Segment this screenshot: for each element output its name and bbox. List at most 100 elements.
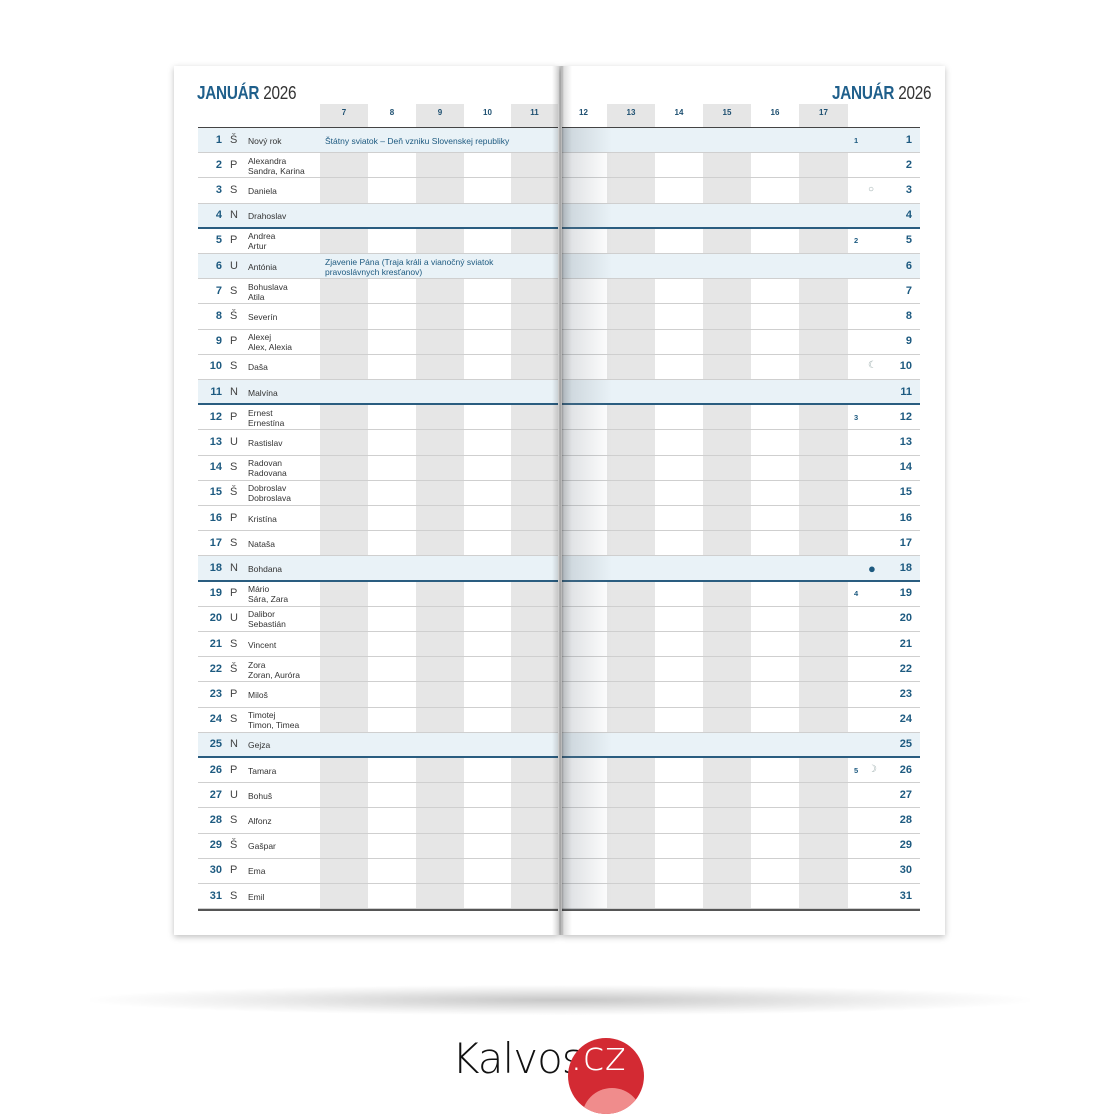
day-row[interactable] (198, 632, 558, 658)
nameday: Rastislav (248, 438, 283, 448)
day-row[interactable] (198, 304, 558, 330)
weekday-letter: S (230, 814, 238, 826)
day-row[interactable] (198, 279, 558, 305)
nameday: Alfonz (248, 816, 272, 826)
day-row[interactable] (198, 405, 558, 431)
day-number: 11 (210, 385, 222, 398)
day-number-right: 3 (905, 184, 912, 196)
day-row[interactable] (198, 128, 558, 154)
day-row[interactable] (562, 153, 920, 179)
day-row[interactable] (562, 808, 920, 834)
day-number: 31 (209, 889, 222, 902)
nameday: Gašpar (248, 841, 276, 852)
day-row[interactable] (562, 783, 920, 809)
day-row[interactable] (562, 254, 920, 280)
day-row[interactable] (198, 531, 558, 557)
day-row[interactable] (562, 556, 920, 582)
weekday-letter: Š (230, 133, 238, 146)
weekday-letter: Š (230, 662, 238, 675)
day-number-right: 22 (899, 662, 912, 675)
day-number-right: 31 (899, 889, 912, 902)
year: 2026 (263, 83, 297, 103)
day-row[interactable] (562, 355, 920, 380)
day-row[interactable] (198, 582, 558, 607)
day-row[interactable] (198, 657, 558, 683)
day-row[interactable] (562, 582, 920, 607)
day-row[interactable] (198, 556, 558, 582)
nameday: Severín (248, 312, 278, 322)
nameday: Dobroslav Dobroslava (248, 483, 291, 504)
day-number-right: 24 (899, 713, 912, 726)
day-row[interactable] (562, 279, 920, 305)
hour-header: 11 (530, 108, 539, 117)
day-row[interactable] (562, 330, 920, 355)
day-row[interactable] (198, 607, 558, 632)
day-row[interactable] (198, 808, 558, 834)
week-number: 5 (854, 765, 859, 775)
day-row[interactable] (562, 203, 920, 229)
day-row[interactable] (198, 254, 558, 280)
day-number-right: 15 (899, 486, 912, 499)
day-row[interactable] (198, 153, 558, 179)
day-number-right: 12 (899, 410, 912, 423)
day-row[interactable] (562, 682, 920, 708)
day-row[interactable] (562, 304, 920, 330)
day-number-right: 4 (905, 209, 912, 222)
weekday-letter: S (230, 637, 238, 650)
nameday: Drahoslav (248, 211, 287, 222)
day-row[interactable] (562, 178, 920, 204)
day-row[interactable] (562, 380, 920, 406)
moon-phase-icon: ☾ (868, 360, 877, 372)
day-row[interactable] (562, 128, 920, 154)
day-row[interactable] (198, 506, 558, 532)
day-row[interactable] (198, 481, 558, 506)
day-row[interactable] (198, 732, 558, 758)
day-row[interactable] (562, 229, 920, 254)
day-row[interactable] (198, 456, 558, 481)
day-row[interactable] (198, 708, 558, 733)
day-row[interactable] (562, 758, 920, 784)
weekday-letter: N (230, 385, 238, 398)
day-row[interactable] (198, 380, 558, 406)
day-row[interactable] (562, 506, 920, 532)
day-row[interactable] (198, 758, 558, 784)
day-row[interactable] (562, 632, 920, 658)
day-number: 1 (215, 133, 222, 146)
day-row[interactable] (198, 682, 558, 708)
bottom-rule (198, 909, 558, 911)
kalvos-logo[interactable]: Kalvos .cz (452, 1030, 652, 1114)
day-row[interactable] (562, 456, 920, 481)
day-number-right: 9 (905, 335, 912, 348)
day-row[interactable] (198, 430, 558, 456)
hour-column-stripe (607, 104, 655, 910)
weekday-letter: P (230, 587, 238, 600)
weekday-letter: P (230, 688, 238, 700)
day-row[interactable] (562, 834, 920, 859)
day-row[interactable] (198, 203, 558, 229)
day-number-right: 30 (899, 864, 912, 877)
nameday: Daša (248, 362, 268, 373)
day-row[interactable] (562, 405, 920, 431)
day-row[interactable] (562, 607, 920, 632)
day-row[interactable] (562, 732, 920, 758)
day-row[interactable] (562, 430, 920, 456)
day-row[interactable] (562, 481, 920, 506)
month: JANUÁR (832, 83, 895, 103)
day-row[interactable] (562, 884, 920, 910)
day-row[interactable] (198, 178, 558, 204)
weekday-letter: P (230, 864, 238, 877)
day-row[interactable] (562, 859, 920, 884)
day-row[interactable] (562, 657, 920, 683)
day-row[interactable] (198, 355, 558, 380)
day-row[interactable] (562, 531, 920, 557)
day-row[interactable] (198, 229, 558, 254)
day-row[interactable] (562, 708, 920, 733)
day-row[interactable] (198, 859, 558, 884)
day-row[interactable] (198, 783, 558, 809)
day-number: 25 (209, 738, 222, 751)
nameday: Ema (248, 866, 266, 877)
day-number-right: 11 (900, 385, 912, 398)
day-row[interactable] (198, 330, 558, 355)
day-row[interactable] (198, 884, 558, 910)
day-row[interactable] (198, 834, 558, 859)
